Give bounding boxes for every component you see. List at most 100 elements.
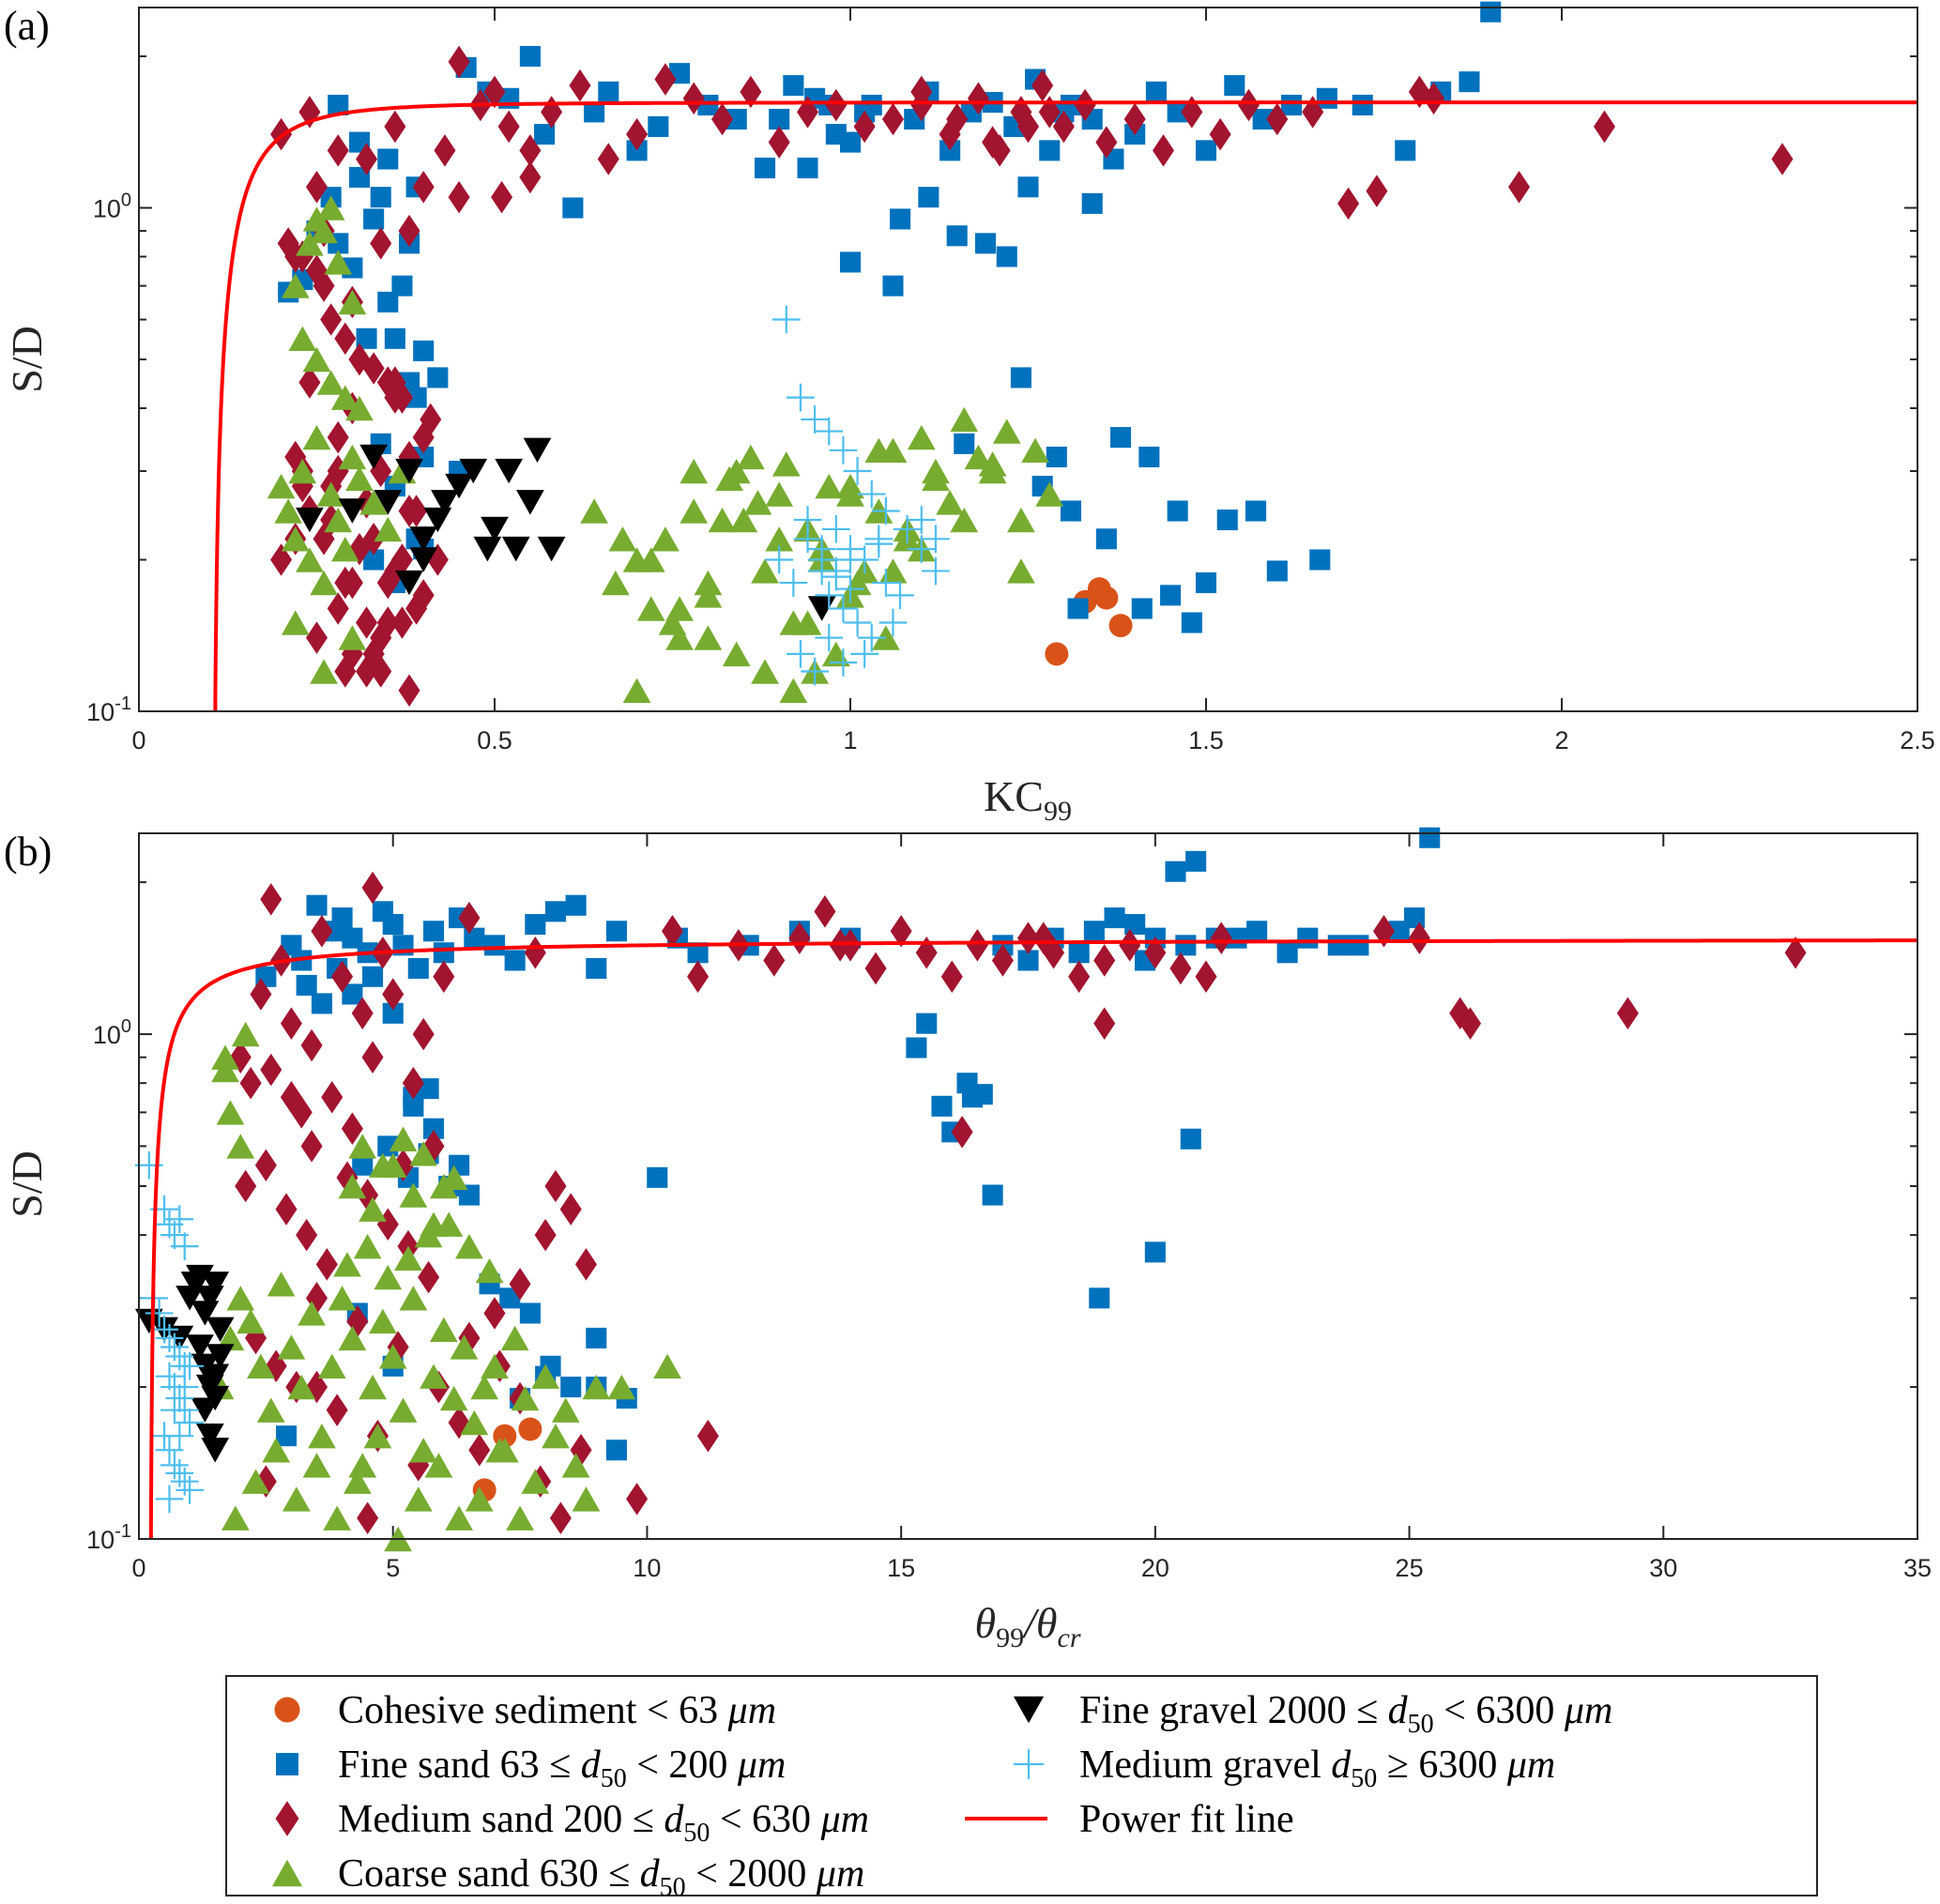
data-point (186, 1334, 214, 1360)
data-point (382, 914, 404, 936)
data-point (165, 1205, 194, 1234)
data-point (481, 1353, 509, 1378)
data-point (687, 942, 709, 964)
data-point (402, 1066, 424, 1100)
legend-label: Medium gravel d50 ≥ 6300 μm (1079, 1744, 1555, 1793)
data-point (961, 1087, 983, 1108)
data-point (342, 983, 363, 1005)
data-point (431, 490, 459, 515)
data-point (226, 1134, 255, 1159)
data-point (1276, 942, 1298, 964)
series-medium-gravel (765, 305, 950, 686)
data-point (302, 346, 331, 373)
data-point (427, 367, 449, 388)
data-point (715, 465, 744, 492)
data-point (906, 1037, 927, 1059)
x-tick-label: 35 (1903, 1554, 1932, 1582)
data-point (622, 678, 651, 703)
data-point (302, 206, 331, 232)
data-point (1459, 71, 1480, 93)
legend-marker (274, 1697, 300, 1723)
data-point (501, 536, 530, 562)
data-point (893, 515, 922, 543)
data-point (211, 1044, 239, 1070)
legend-marker (1013, 1696, 1045, 1724)
data-point (572, 1486, 601, 1512)
data-point (398, 495, 420, 527)
data-point (165, 1422, 194, 1451)
data-point (872, 625, 900, 650)
data-point (815, 581, 844, 610)
data-point (395, 570, 423, 596)
data-point (333, 1252, 361, 1277)
legend-item: Fine gravel 2000 ≤ d50 < 6300 μm (1013, 1689, 1612, 1739)
x-tick-label: 0.5 (477, 726, 512, 754)
data-point (260, 1053, 283, 1087)
data-point (357, 1501, 379, 1535)
data-point (743, 490, 772, 515)
data-point (1095, 126, 1118, 159)
data-point (356, 655, 378, 688)
data-point (1032, 922, 1055, 954)
data-point (500, 1325, 529, 1351)
data-point (282, 1486, 311, 1512)
panel-a-label: (a) (4, 3, 50, 49)
data-point (1372, 914, 1396, 948)
series-medium-sand (270, 45, 1794, 708)
data-point (694, 570, 723, 596)
data-point (506, 1505, 534, 1531)
data-point (134, 1308, 163, 1334)
data-point (1017, 950, 1039, 971)
data-point (399, 1182, 428, 1208)
data-point (1348, 935, 1369, 956)
data-point (345, 395, 374, 421)
x-tick-label: 25 (1396, 1554, 1424, 1582)
data-point (305, 621, 328, 654)
data-point (445, 473, 473, 499)
data-point (1216, 509, 1238, 531)
data-point (376, 366, 399, 399)
data-point (298, 1301, 326, 1326)
data-point (886, 581, 914, 610)
data-point (176, 1351, 205, 1380)
panel-b-label: (b) (4, 829, 52, 875)
data-point (511, 1385, 540, 1411)
data-point (491, 180, 513, 214)
data-point (315, 1248, 338, 1281)
data-point (338, 498, 367, 524)
data-point (277, 1334, 306, 1360)
data-point (907, 506, 936, 534)
data-point (605, 1439, 627, 1461)
data-point (836, 545, 864, 574)
data-point (275, 1425, 298, 1447)
data-point (338, 444, 367, 470)
data-point (1104, 907, 1125, 929)
panel-b-y-axis-title: S/D (3, 1150, 51, 1218)
data-point (356, 327, 377, 349)
legend-label: Coarse sand 630 ≤ d50 < 2000 μm (338, 1852, 864, 1902)
data-point (843, 608, 872, 637)
data-point (1017, 176, 1039, 198)
data-point (907, 535, 936, 564)
data-point (1094, 586, 1119, 610)
data-point (974, 233, 997, 254)
legend-item: Coarse sand 630 ≤ d50 < 2000 μm (271, 1852, 864, 1902)
data-point (843, 457, 872, 485)
data-point (235, 1169, 257, 1203)
data-point (412, 1017, 435, 1051)
data-point (412, 420, 435, 454)
data-point (267, 473, 296, 499)
data-point (328, 1286, 357, 1311)
data-point (801, 657, 829, 686)
data-point (359, 444, 389, 470)
data-point (586, 1327, 607, 1348)
data-point (771, 451, 801, 477)
legend-box (225, 1675, 1818, 1896)
data-point (680, 458, 709, 484)
data-point (654, 63, 677, 96)
data-point (338, 1173, 367, 1199)
data-point (409, 526, 438, 552)
data-point (1352, 94, 1373, 116)
data-point (839, 131, 862, 153)
data-point (978, 451, 1007, 477)
